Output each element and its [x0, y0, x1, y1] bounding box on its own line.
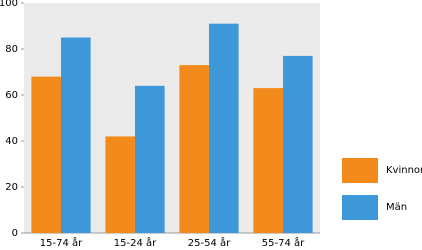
legend-label: Kvinnor: [386, 165, 422, 176]
x-tick-label: 15-74 år: [40, 236, 83, 249]
bar: [253, 88, 283, 233]
legend-swatch: [342, 158, 378, 183]
y-tick-label: 0: [12, 228, 18, 239]
bar: [31, 76, 61, 233]
bar: [61, 37, 91, 233]
y-tick-label: 80: [5, 44, 18, 55]
x-tick-label: 15-24 år: [114, 236, 157, 249]
bar: [179, 65, 209, 233]
y-tick-label: 40: [5, 136, 18, 147]
legend-swatch: [342, 195, 378, 220]
y-tick-label: 100: [0, 0, 18, 9]
x-tick-label: 55-74 år: [262, 236, 305, 249]
bar: [135, 85, 165, 233]
bar: [283, 55, 313, 234]
legend-label: Män: [386, 202, 407, 213]
bar: [209, 23, 239, 234]
x-tick-label: 25-54 år: [188, 236, 231, 249]
bar: [105, 136, 135, 233]
y-tick-label: 20: [5, 182, 18, 193]
y-tick-label: 60: [5, 90, 18, 101]
